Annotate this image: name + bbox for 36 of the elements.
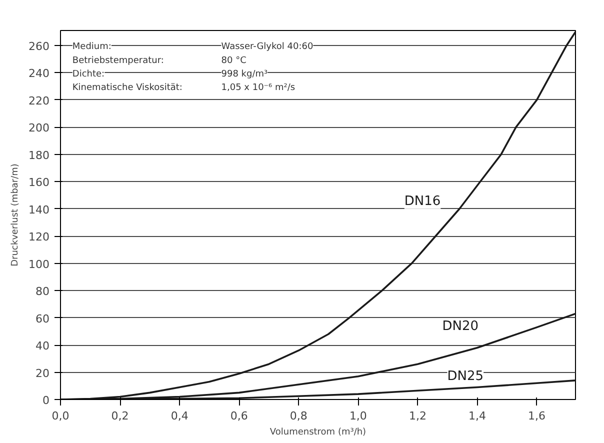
y-tick-label: 40 bbox=[36, 340, 50, 353]
y-tick-label: 140 bbox=[28, 203, 50, 216]
y-tick-label: 220 bbox=[28, 94, 50, 108]
annotation: 1,05 x 10⁻⁶ m²/s bbox=[221, 83, 296, 94]
annotation: 998 kg/m³ bbox=[221, 69, 268, 80]
annotation: Betriebstemperatur: bbox=[72, 56, 164, 66]
x-tick-label: 0,4 bbox=[170, 410, 188, 422]
y-tick-label: 100 bbox=[28, 258, 50, 271]
x-tick-label: 1,2 bbox=[408, 410, 426, 422]
series-label: DN25 bbox=[447, 369, 484, 384]
annotation: Wasser-Glykol 40:60 bbox=[221, 42, 314, 52]
y-tick-label: 240 bbox=[28, 67, 50, 80]
y-tick-label: 120 bbox=[28, 230, 50, 244]
y-tick-label: 160 bbox=[28, 176, 50, 190]
y-tick-label: 200 bbox=[28, 122, 50, 135]
annotation: Medium: bbox=[72, 42, 112, 52]
annotation: Kinematische Viskosität: bbox=[72, 83, 182, 94]
x-tick-label: 1,0 bbox=[349, 410, 367, 422]
y-tick-label: 260 bbox=[28, 40, 50, 53]
x-tick-label: 0,2 bbox=[111, 410, 129, 422]
x-tick-label: 1,6 bbox=[528, 410, 546, 422]
y-tick-label: 80 bbox=[36, 285, 50, 298]
x-tick-label: 1,4 bbox=[468, 410, 486, 422]
x-tick-label: 0,0 bbox=[52, 410, 70, 422]
series-label: DN16 bbox=[404, 194, 441, 209]
x-tick-label: 0,6 bbox=[230, 410, 248, 422]
y-tick-label: 20 bbox=[36, 366, 50, 380]
x-tick-label: 0,8 bbox=[290, 410, 308, 422]
series-label: DN20 bbox=[442, 318, 479, 334]
y-axis-title: Druckverlust (mbar/m) bbox=[10, 164, 21, 266]
annotation: Dichte: bbox=[72, 69, 105, 80]
y-tick-label: 60 bbox=[36, 312, 50, 326]
annotation: 80 °C bbox=[221, 56, 246, 66]
y-tick-label: 180 bbox=[28, 148, 50, 162]
x-axis-title: Volumenstrom (m³/h) bbox=[270, 428, 366, 438]
y-tick-label: 0 bbox=[42, 394, 50, 407]
